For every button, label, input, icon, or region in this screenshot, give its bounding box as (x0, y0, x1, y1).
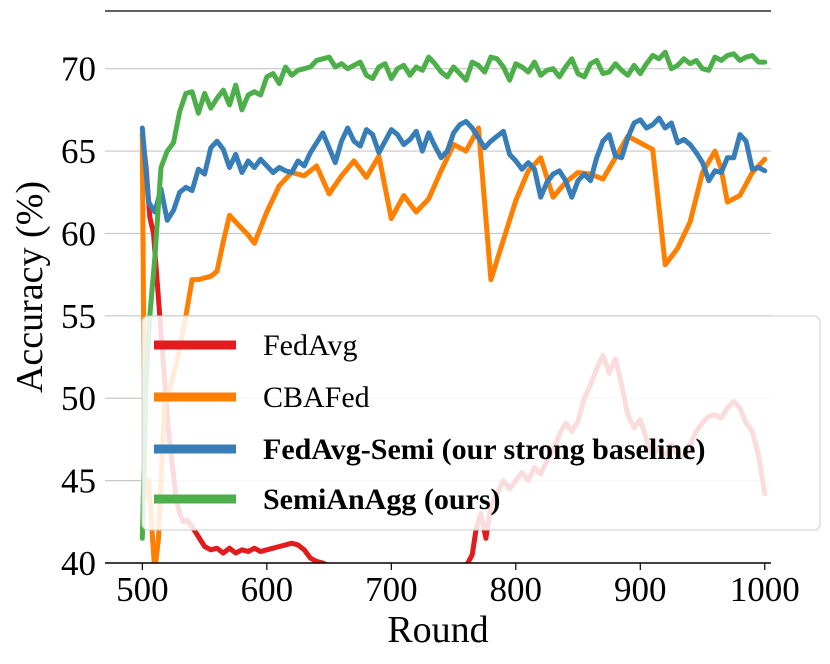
x-tick-label-700: 700 (365, 570, 418, 609)
y-axis-ticks: 40 45 50 55 60 65 70 (61, 50, 96, 583)
x-tick-label-800: 800 (490, 570, 543, 609)
y-tick-label-40: 40 (61, 544, 96, 583)
x-tick-label-500: 500 (116, 570, 169, 609)
legend-label-semianagg: SemiAnAgg (ours) (263, 483, 501, 516)
y-tick-label-65: 65 (61, 132, 96, 171)
x-axis-ticks: 500 600 700 800 900 1000 (116, 563, 800, 609)
y-tick-label-45: 45 (61, 462, 96, 501)
y-tick-label-70: 70 (61, 50, 96, 89)
x-tick-label-600: 600 (241, 570, 294, 609)
x-tick-label-1000: 1000 (730, 570, 800, 609)
legend-label-cbafed: CBAFed (263, 381, 370, 414)
y-tick-label-55: 55 (61, 297, 96, 336)
legend-label-fedavg-semi: FedAvg-Semi (our strong baseline) (263, 433, 706, 466)
series-line-cbafed (139, 125, 768, 563)
y-tick-label-60: 60 (61, 214, 96, 253)
x-tick-label-900: 900 (614, 570, 667, 609)
series-line-semianagg (139, 49, 768, 541)
legend-label-fedavg: FedAvg (263, 329, 357, 362)
series-line-fedavg-semi (139, 115, 768, 223)
legend-box (141, 315, 821, 531)
x-axis-title: Round (387, 609, 488, 651)
y-tick-label-50: 50 (61, 379, 96, 418)
y-axis-title: Accuracy (%) (9, 181, 51, 393)
legend: FedAvg CBAFed FedAvg-Semi (our strong ba… (141, 315, 821, 531)
